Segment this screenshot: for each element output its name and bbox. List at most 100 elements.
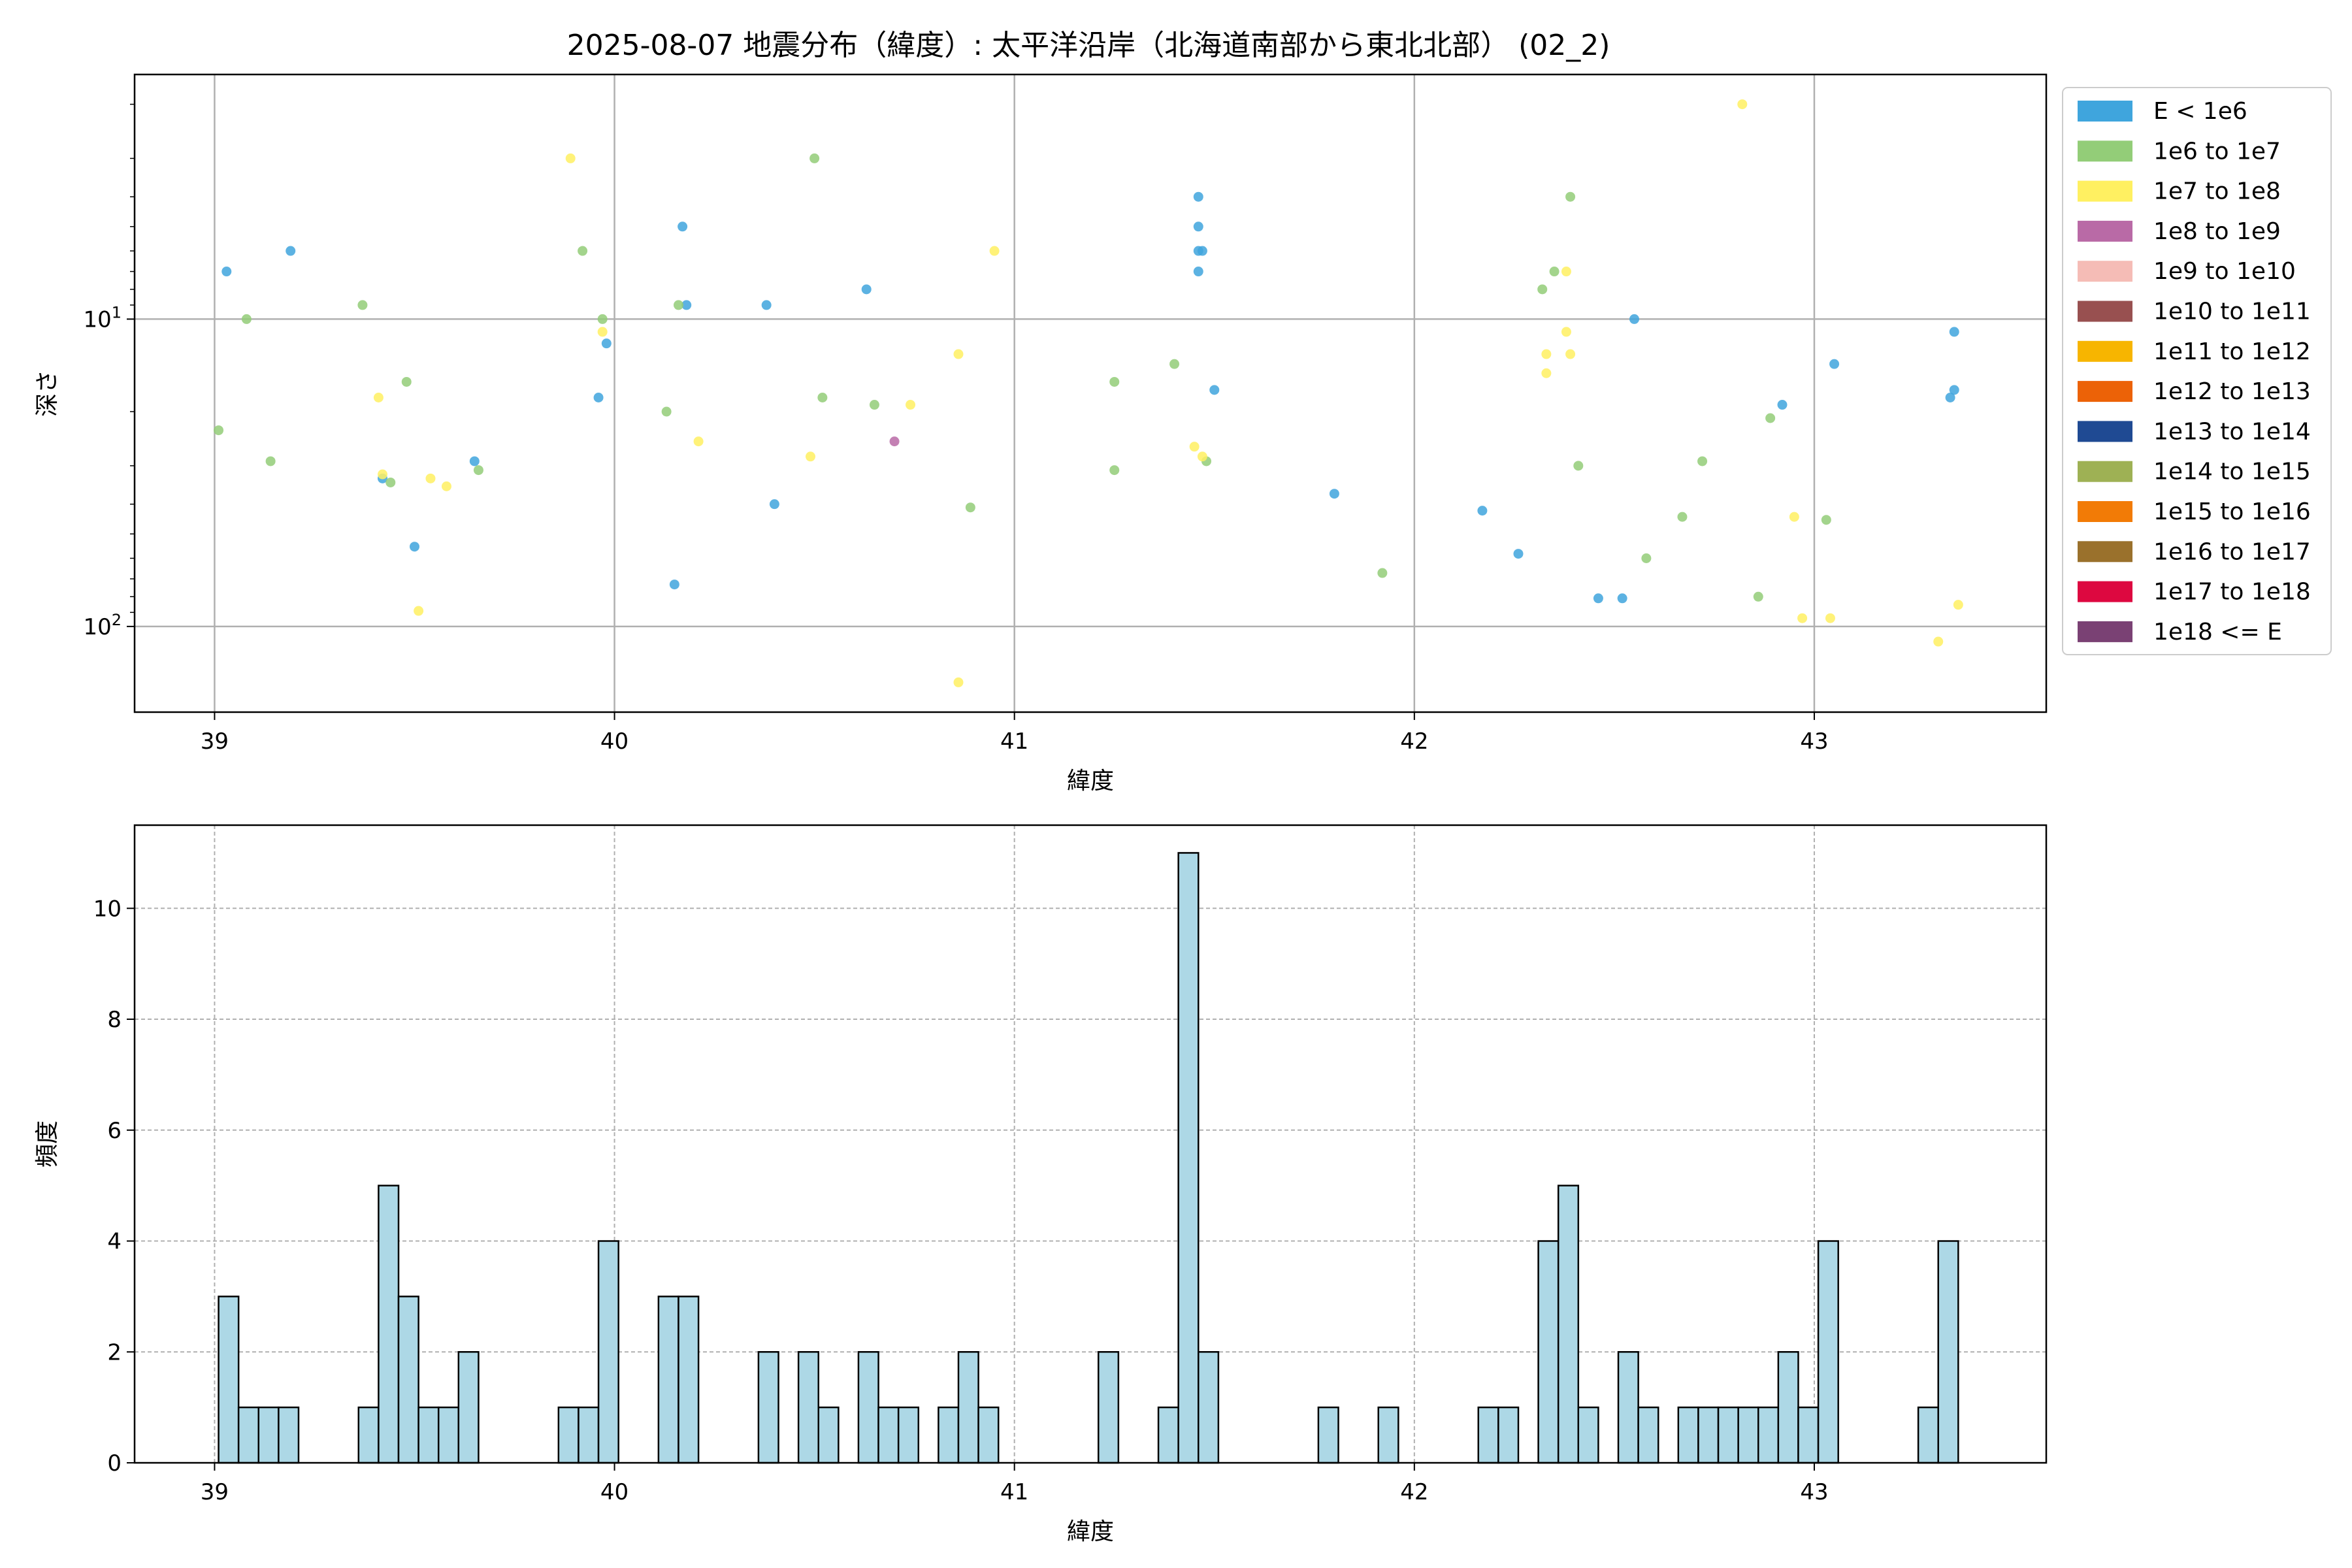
scatter-point bbox=[1541, 368, 1552, 378]
legend-swatch bbox=[2078, 581, 2132, 602]
scatter-point bbox=[817, 393, 828, 403]
scatter-point bbox=[357, 300, 368, 310]
scatter-point bbox=[1953, 600, 1963, 610]
histogram-bar bbox=[1198, 1351, 1220, 1464]
scatter-point bbox=[674, 300, 684, 310]
scatter-point bbox=[661, 406, 672, 417]
scatter-point bbox=[1193, 221, 1203, 232]
histogram-y-axis: 0 2 4 6 8 10 bbox=[93, 896, 135, 1477]
histogram-panel: 39 40 41 42 43 0 2 4 6 8 10 緯度 頻度 bbox=[34, 824, 2048, 1545]
legend-label: 1e16 to 1e17 bbox=[2153, 538, 2311, 565]
scatter-point bbox=[1617, 593, 1627, 604]
legend-swatch bbox=[2078, 621, 2132, 642]
scatter-point bbox=[265, 456, 276, 466]
scatter-x-tick-label: 43 bbox=[1800, 728, 1828, 755]
scatter-point bbox=[1573, 461, 1584, 471]
scatter-point bbox=[1197, 246, 1207, 256]
scatter-plot-area bbox=[133, 73, 2048, 713]
scatter-point bbox=[1477, 506, 1488, 516]
scatter-point bbox=[953, 677, 964, 687]
legend-swatch bbox=[2078, 220, 2132, 242]
scatter-point bbox=[869, 400, 879, 410]
scatter-point bbox=[965, 502, 975, 513]
scatter-point bbox=[1797, 613, 1808, 623]
scatter-point bbox=[678, 221, 688, 232]
scatter-grid bbox=[135, 74, 2046, 712]
scatter-point bbox=[1829, 359, 1840, 369]
histogram-bar bbox=[957, 1351, 979, 1464]
scatter-point bbox=[1561, 267, 1571, 277]
chart-title: 2025-08-07 地震分布（緯度）: 太平洋沿岸（北海道南部から東北北部） … bbox=[567, 29, 1610, 62]
scatter-point bbox=[1541, 349, 1552, 359]
histogram-y-tick-label: 2 bbox=[107, 1339, 122, 1365]
histogram-y-tick-label: 0 bbox=[107, 1450, 122, 1477]
scatter-point bbox=[989, 246, 1000, 256]
histogram-bar bbox=[1817, 1240, 1839, 1464]
histogram-bar bbox=[457, 1351, 480, 1464]
histogram-bar bbox=[877, 1406, 900, 1464]
histogram-bar bbox=[417, 1406, 440, 1464]
scatter-point bbox=[1821, 515, 1831, 525]
histogram-x-tick-label: 42 bbox=[1400, 1479, 1428, 1505]
histogram-bar bbox=[1697, 1406, 1720, 1464]
scatter-point bbox=[1537, 284, 1548, 295]
legend-label: 1e13 to 1e14 bbox=[2153, 418, 2311, 445]
legend-label: 1e18 <= E bbox=[2153, 619, 2282, 645]
scatter-point bbox=[373, 393, 384, 403]
histogram-bar bbox=[1537, 1240, 1560, 1464]
scatter-point bbox=[425, 473, 436, 483]
histogram-y-tick-label: 6 bbox=[107, 1118, 122, 1144]
scatter-point bbox=[1561, 327, 1571, 337]
scatter-point bbox=[1777, 400, 1788, 410]
scatter-point bbox=[1641, 553, 1652, 563]
scatter-x-tick-label: 42 bbox=[1400, 728, 1428, 755]
legend-swatch bbox=[2078, 501, 2132, 522]
histogram-bar bbox=[678, 1296, 700, 1464]
legend-label: 1e17 to 1e18 bbox=[2153, 579, 2311, 606]
histogram-bar bbox=[278, 1406, 300, 1464]
histogram-bar bbox=[1177, 852, 1200, 1464]
legend-label: 1e14 to 1e15 bbox=[2153, 459, 2311, 485]
histogram-bar bbox=[578, 1406, 600, 1464]
scatter-point bbox=[401, 376, 412, 387]
histogram-bar bbox=[1317, 1406, 1339, 1464]
scatter-point bbox=[1197, 451, 1207, 462]
histogram-bar bbox=[797, 1351, 819, 1464]
histogram-bar bbox=[938, 1406, 960, 1464]
legend-label: 1e10 to 1e11 bbox=[2153, 299, 2311, 325]
histogram-bars bbox=[218, 852, 1959, 1464]
histogram-bar bbox=[1777, 1351, 1799, 1464]
legend-swatch bbox=[2078, 461, 2132, 482]
histogram-bar bbox=[257, 1406, 280, 1464]
legend-label: 1e8 to 1e9 bbox=[2153, 218, 2281, 245]
histogram-bar bbox=[1157, 1406, 1179, 1464]
scatter-points bbox=[214, 99, 1963, 687]
scatter-point bbox=[469, 456, 480, 466]
legend-swatch bbox=[2078, 140, 2132, 162]
histogram-x-tick-label: 39 bbox=[201, 1479, 229, 1505]
histogram-y-axis-label: 頻度 bbox=[34, 1120, 61, 1168]
scatter-x-tick-label: 41 bbox=[1000, 728, 1028, 755]
scatter-point bbox=[409, 542, 419, 552]
legend-swatch bbox=[2078, 180, 2132, 202]
histogram-bar bbox=[857, 1351, 879, 1464]
scatter-point bbox=[1549, 267, 1560, 277]
scatter-point bbox=[1697, 456, 1708, 466]
scatter-point bbox=[414, 606, 424, 616]
histogram-bar bbox=[397, 1296, 419, 1464]
scatter-point bbox=[1565, 349, 1576, 359]
histogram-bar bbox=[218, 1296, 240, 1464]
histogram-y-tick-label: 4 bbox=[107, 1229, 122, 1255]
histogram-bar bbox=[237, 1406, 260, 1464]
histogram-x-tick-label: 40 bbox=[600, 1479, 629, 1505]
scatter-point bbox=[1949, 385, 1959, 395]
legend-swatch bbox=[2078, 101, 2132, 122]
scatter-point bbox=[1189, 442, 1200, 452]
histogram-grid bbox=[135, 825, 2046, 1463]
histogram-bar bbox=[1637, 1406, 1659, 1464]
legend-label: 1e9 to 1e10 bbox=[2153, 258, 2296, 285]
legend-swatch bbox=[2078, 340, 2132, 362]
legend-label: 1e12 to 1e13 bbox=[2153, 378, 2311, 405]
histogram-bar bbox=[1477, 1406, 1499, 1464]
scatter-point bbox=[578, 246, 588, 256]
